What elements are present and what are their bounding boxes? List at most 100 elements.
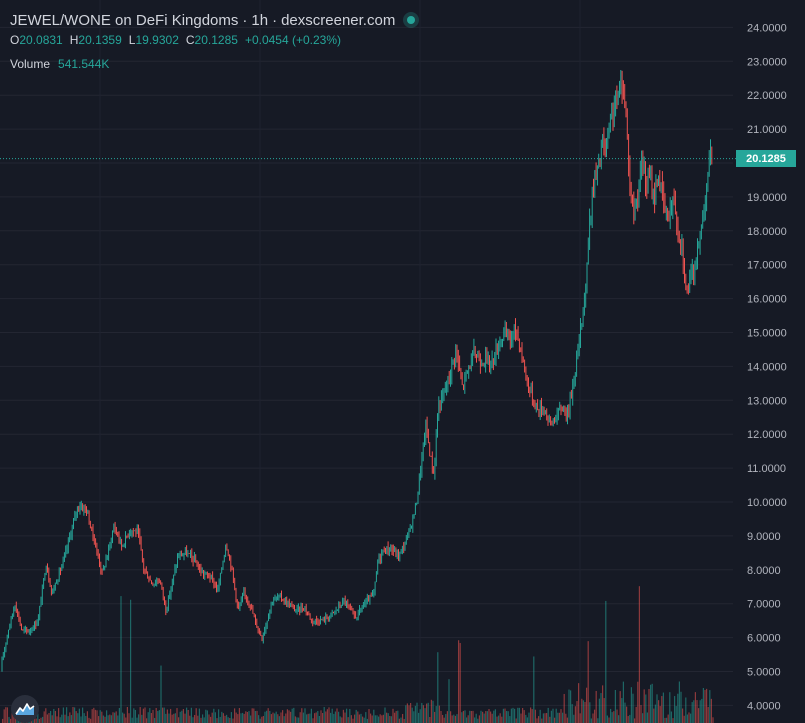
- volume-bar: [93, 707, 95, 723]
- volume-bar: [242, 712, 244, 723]
- volume-bar: [339, 716, 341, 723]
- volume-bar: [459, 642, 461, 723]
- open-label: O: [10, 33, 20, 47]
- volume-bar: [419, 709, 421, 723]
- volume-bar: [264, 711, 266, 723]
- volume-bar: [371, 715, 373, 723]
- volume-bar: [560, 709, 562, 723]
- volume-bar: [323, 707, 325, 723]
- y-tick-label: 23.0000: [747, 56, 787, 68]
- volume-bar: [274, 713, 276, 723]
- volume-bar: [654, 704, 656, 723]
- volume-bar: [418, 712, 420, 723]
- volume-bar: [394, 712, 396, 723]
- volume-bar: [672, 718, 674, 723]
- volume-bar: [547, 707, 549, 723]
- volume-bar: [526, 717, 528, 723]
- volume-bar: [387, 713, 389, 723]
- volume-bar: [363, 717, 365, 723]
- volume-bar: [582, 700, 584, 723]
- volume-bar: [104, 716, 106, 723]
- volume-bar: [171, 714, 173, 723]
- volume-bar: [43, 711, 45, 723]
- volume-bar: [67, 716, 69, 723]
- volume-bar: [262, 716, 264, 723]
- volume-bar: [118, 707, 120, 723]
- volume-bar: [410, 702, 412, 723]
- volume-bar: [91, 709, 93, 723]
- volume-bar: [230, 712, 232, 723]
- volume-bar: [165, 713, 167, 723]
- volume-bar: [514, 708, 516, 723]
- volume-bar: [421, 702, 423, 723]
- volume-bar: [163, 707, 165, 723]
- volume-bar: [8, 716, 10, 723]
- volume-bar: [173, 713, 175, 723]
- volume-bar: [507, 711, 509, 723]
- volume-bar: [272, 712, 274, 723]
- volume-bar: [112, 712, 114, 723]
- volume-bar: [326, 709, 328, 723]
- volume-bar: [166, 709, 168, 723]
- volume-bar: [451, 715, 453, 723]
- volume-bar: [224, 715, 226, 723]
- chart-legend: JEWEL/WONE on DeFi Kingdoms · 1h · dexsc…: [10, 10, 416, 73]
- volume-bar: [624, 702, 626, 723]
- volume-bar: [325, 711, 327, 723]
- volume-bar: [626, 706, 628, 723]
- volume-bar: [682, 708, 684, 723]
- low-value: 19.9302: [135, 33, 179, 47]
- volume-bar: [686, 714, 688, 723]
- volume-bar: [40, 717, 42, 723]
- y-tick-label: 6.0000: [747, 633, 781, 645]
- y-tick-label: 13.0000: [747, 395, 787, 407]
- volume-bar: [206, 710, 208, 723]
- volume-bar: [664, 717, 666, 723]
- volume-bar: [114, 712, 116, 723]
- volume-bar: [666, 717, 668, 723]
- dexscreener-logo-icon[interactable]: [11, 695, 39, 723]
- volume-bar: [3, 709, 5, 723]
- volume-bar: [219, 716, 221, 723]
- volume-bar: [301, 708, 303, 723]
- volume-bar: [563, 693, 565, 723]
- volume-bar: [638, 586, 640, 723]
- volume-bar: [699, 700, 701, 723]
- volume-bar: [157, 711, 159, 723]
- volume-bar: [6, 707, 8, 723]
- volume-bar: [445, 714, 447, 723]
- volume-bar: [531, 709, 533, 723]
- volume-bar: [502, 708, 504, 723]
- volume-bar: [574, 706, 576, 723]
- volume-bars: [2, 586, 714, 723]
- volume-bar: [187, 709, 189, 723]
- volume-bar: [414, 705, 416, 723]
- volume-bar: [134, 709, 136, 723]
- volume-bar: [448, 679, 450, 723]
- volume-bar: [381, 715, 383, 723]
- volume-bar: [469, 710, 471, 723]
- volume-bar: [318, 715, 320, 723]
- volume-bar: [186, 707, 188, 723]
- volume-bar: [373, 709, 375, 723]
- volume-bar: [698, 708, 700, 723]
- y-axis[interactable]: 4.0000 5.0000 6.0000 7.0000 8.0000 9.0000 10.0…: [747, 22, 787, 712]
- volume-bar: [270, 714, 272, 723]
- volume-bar: [408, 705, 410, 723]
- volume-bar: [142, 708, 144, 723]
- volume-bar: [536, 718, 538, 723]
- symbol-title[interactable]: JEWEL/WONE on DeFi Kingdoms · 1h · dexsc…: [10, 10, 416, 30]
- volume-bar: [350, 715, 352, 723]
- volume-bar: [619, 691, 621, 723]
- volume-bar: [648, 688, 650, 723]
- market-status-icon[interactable]: [407, 16, 416, 24]
- volume-bar: [275, 711, 277, 723]
- volume-bar: [83, 713, 85, 723]
- volume-bar: [205, 709, 207, 723]
- volume-bar: [290, 711, 292, 723]
- volume-bar: [677, 693, 679, 723]
- volume-bar: [477, 718, 479, 723]
- volume-bar: [584, 701, 586, 723]
